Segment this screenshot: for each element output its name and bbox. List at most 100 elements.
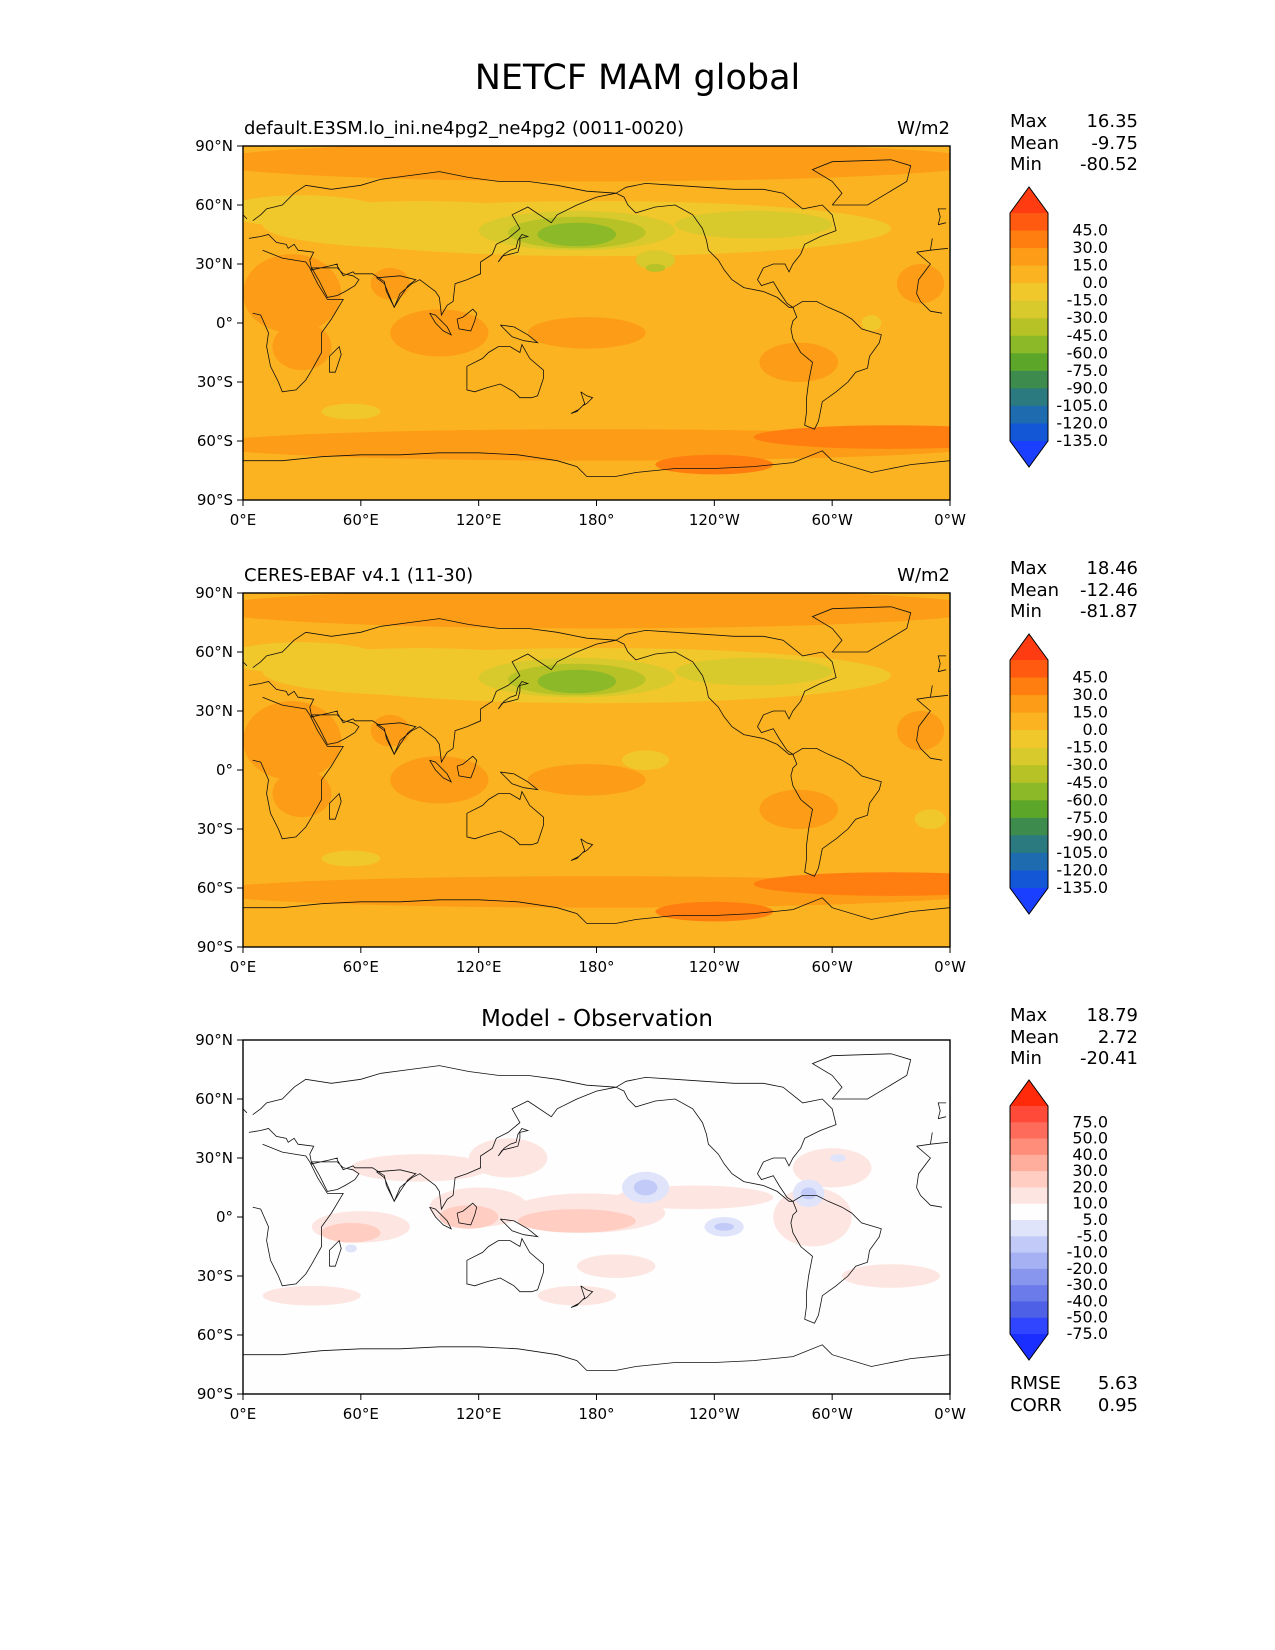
colorbar-extend-min [1010, 441, 1048, 467]
colorbar-segment [1010, 1122, 1048, 1140]
contour-region [527, 764, 646, 796]
lon-tick-label: 120°E [456, 1405, 502, 1423]
contour-region [243, 593, 950, 629]
colorbar-segment [1010, 1317, 1048, 1335]
lon-tick-label: 60°E [343, 958, 379, 976]
colorbar-segment [1010, 1106, 1048, 1123]
colorbar-label: -10.0 [1067, 1243, 1108, 1262]
colorbar-segment [1010, 747, 1048, 766]
lat-tick-label: 60°N [195, 1090, 233, 1108]
colorbar-segment [1010, 423, 1048, 442]
colorbar-label: -135.0 [1056, 431, 1108, 450]
colorbar-label: -30.0 [1067, 308, 1108, 327]
lon-tick-label: 60°E [343, 1405, 379, 1423]
stat-min-value: -80.52 [1079, 154, 1138, 175]
contour-region [370, 267, 410, 300]
lat-tick-label: 30°N [195, 1149, 233, 1167]
lat-tick-label: 0° [216, 761, 233, 779]
colorbar-segment [1010, 1220, 1048, 1237]
contour-region [622, 750, 670, 771]
colorbar-segment [1010, 677, 1048, 696]
colorbar-label: -30.0 [1067, 1275, 1108, 1294]
colorbar-segment [1010, 695, 1048, 714]
contour-region [792, 1148, 872, 1188]
colorbar-label: -50.0 [1067, 1308, 1108, 1327]
contour-region [861, 315, 882, 331]
colorbar-outline [1009, 633, 1049, 915]
panel-3-stats: Max 18.79 Mean 2.72 Min -20.41 [1010, 1005, 1138, 1070]
colorbar-label: 10.0 [1072, 1194, 1108, 1213]
lon-tick-label: 180° [578, 511, 614, 529]
colorbar-segment [1010, 870, 1048, 889]
contour-region [243, 146, 950, 182]
colorbar-segment [1010, 230, 1048, 249]
stat-max-value: 16.35 [1086, 111, 1138, 132]
colorbar-label: 0.0 [1083, 273, 1108, 292]
colorbar-segment [1010, 1154, 1048, 1172]
colorbar-label: -75.0 [1067, 361, 1108, 380]
colorbar-label: 45.0 [1072, 668, 1108, 687]
lat-tick-label: 30°S [197, 373, 233, 391]
contour-region [655, 901, 774, 922]
figure-title: NETCF MAM global [474, 58, 801, 98]
colorbar-segment [1010, 730, 1048, 749]
lat-tick-label: 30°S [197, 820, 233, 838]
contour-region [243, 195, 381, 227]
contour-region [896, 264, 945, 304]
colorbar-segment [1010, 283, 1048, 302]
colorbar-label: -90.0 [1067, 378, 1108, 397]
colorbar-1: 45.030.015.00.0-15.0-30.0-45.0-60.0-75.0… [1009, 186, 1108, 468]
contour-region [655, 454, 774, 475]
contour-region [537, 222, 617, 247]
coastline [243, 1053, 950, 1371]
colorbar-label: 0.0 [1083, 720, 1108, 739]
colorbar-segment [1010, 388, 1048, 407]
colorbar-extend-min [1010, 1334, 1048, 1360]
contour-region [753, 872, 950, 896]
stat-min-label: Min [1010, 1048, 1042, 1069]
contour-region [262, 1285, 361, 1306]
contour-region [635, 250, 676, 270]
lon-tick-label: 60°E [343, 511, 379, 529]
panel-1-stats: Max 16.35 Mean -9.75 Min -80.52 [1010, 111, 1138, 176]
lat-tick-label: 90°N [195, 137, 233, 155]
colorbar-label: -105.0 [1056, 396, 1108, 415]
map-field-2 [243, 593, 950, 947]
map-field-3 [243, 1040, 950, 1394]
colorbar-segment [1010, 660, 1048, 679]
stat-min-label: Min [1010, 601, 1042, 622]
colorbar-segment [1010, 318, 1048, 337]
colorbar-label: -15.0 [1067, 738, 1108, 757]
colorbar-segment [1010, 335, 1048, 354]
colorbar-label: -120.0 [1056, 413, 1108, 432]
colorbar-label: 75.0 [1072, 1112, 1108, 1131]
colorbar-segment [1010, 712, 1048, 731]
panel-3-title: Model - Observation [480, 1006, 714, 1032]
lon-tick-label: 60°W [811, 1405, 853, 1423]
colorbar-label: 20.0 [1072, 1177, 1108, 1196]
lon-tick-label: 0°W [934, 1405, 966, 1423]
stat-min-label: Min [1010, 154, 1042, 175]
contour-region [370, 714, 410, 747]
lon-tick-label: 120°W [689, 1405, 740, 1423]
panel-1-title: default.E3SM.lo_ini.ne4pg2_ne4pg2 (0011-… [244, 118, 685, 139]
stat-max-label: Max [1010, 111, 1048, 132]
colorbar-extend-max [1010, 1080, 1048, 1106]
colorbar-outline [1009, 186, 1049, 468]
colorbar-segment [1010, 1203, 1048, 1221]
stat-max-label: Max [1010, 1005, 1048, 1026]
map-field-1 [243, 146, 950, 500]
colorbar-extend-max [1010, 634, 1048, 660]
coastline [243, 606, 950, 924]
lon-tick-label: 120°E [456, 511, 502, 529]
colorbar-label: 45.0 [1072, 221, 1108, 240]
colorbar-extend-min [1010, 888, 1048, 914]
lat-tick-label: 90°N [195, 1031, 233, 1049]
colorbar-label: -15.0 [1067, 291, 1108, 310]
contour-region [321, 403, 381, 420]
colorbar-segment [1010, 817, 1048, 836]
stat-max-value: 18.46 [1086, 558, 1138, 579]
colorbar-segment [1010, 765, 1048, 784]
contour-region [759, 789, 839, 829]
colorbar-label: -60.0 [1067, 790, 1108, 809]
